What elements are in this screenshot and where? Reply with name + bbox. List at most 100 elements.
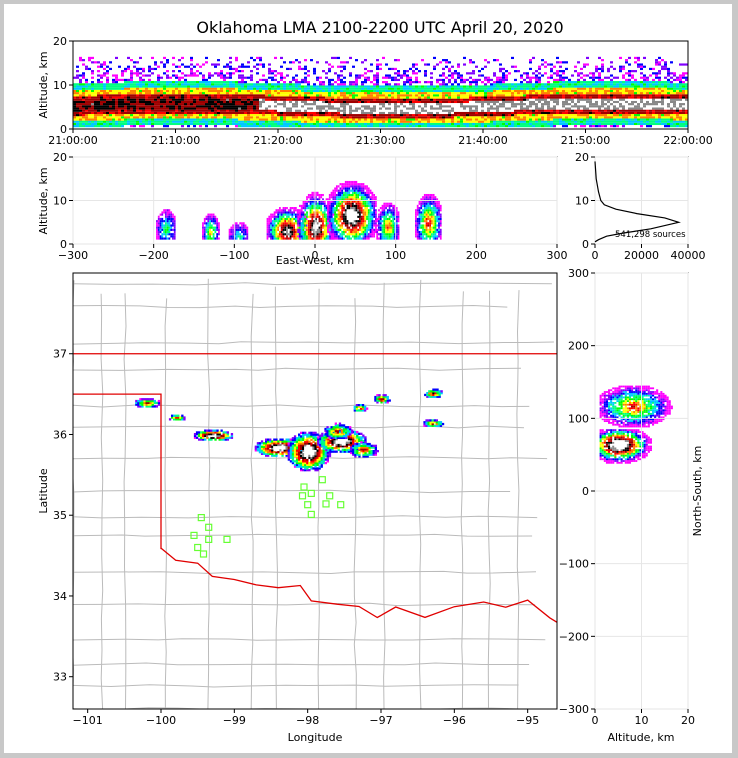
- density-cell: [628, 89, 631, 93]
- density-cell: [649, 116, 652, 119]
- density-cell: [340, 111, 343, 115]
- density-cell: [541, 89, 544, 93]
- density-cell: [661, 105, 664, 108]
- density-cell: [247, 109, 250, 112]
- density-cell: [547, 89, 550, 93]
- density-cell: [226, 63, 229, 66]
- density-cell: [156, 235, 158, 238]
- density-cell: [469, 114, 472, 117]
- density-cell: [466, 125, 469, 128]
- density-cell: [379, 67, 382, 71]
- density-cell: [301, 114, 304, 117]
- density-cell: [622, 96, 625, 99]
- density-cell: [442, 120, 445, 123]
- density-cell: [199, 92, 202, 95]
- density-cell: [529, 98, 532, 101]
- density-cell: [412, 89, 415, 93]
- x-tick-label: 21:40:00: [458, 134, 507, 147]
- density-cell: [406, 87, 409, 90]
- density-cell: [646, 107, 649, 110]
- density-cell: [169, 107, 172, 110]
- density-cell: [148, 94, 151, 97]
- density-cell: [253, 65, 256, 68]
- density-cell: [337, 85, 340, 88]
- density-cell: [505, 111, 508, 115]
- density-cell: [148, 118, 151, 121]
- density-cell: [145, 109, 148, 112]
- density-cell: [517, 107, 520, 110]
- density-cell: [346, 103, 349, 106]
- density-cell: [628, 103, 631, 106]
- density-cell: [601, 67, 604, 71]
- density-cell: [679, 87, 682, 90]
- density-cell: [535, 76, 538, 79]
- density-cell: [85, 118, 88, 121]
- density-cell: [178, 103, 181, 106]
- density-cell: [535, 89, 538, 93]
- density-cell: [652, 100, 655, 104]
- density-cell: [169, 87, 172, 90]
- density-cell: [325, 85, 328, 88]
- density-cell: [112, 92, 115, 95]
- density-cell: [628, 92, 631, 95]
- density-cell: [253, 114, 256, 117]
- density-cell: [604, 107, 607, 110]
- density-cell: [352, 111, 355, 115]
- density-cell: [466, 92, 469, 95]
- density-cell: [97, 74, 100, 77]
- density-cell: [298, 81, 301, 84]
- density-cell: [313, 118, 316, 121]
- density-cell: [181, 63, 184, 66]
- density-cell: [355, 105, 358, 108]
- density-cell: [319, 100, 322, 104]
- density-cell: [352, 98, 355, 101]
- density-cell: [340, 65, 343, 68]
- density-cell: [586, 87, 589, 90]
- density-cell: [376, 94, 379, 97]
- density-cell: [403, 120, 406, 123]
- density-cell: [217, 89, 220, 93]
- density-cell: [304, 76, 307, 79]
- density-cell: [161, 222, 164, 225]
- density-cell: [376, 65, 379, 68]
- density-cell: [223, 105, 226, 108]
- density-cell: [613, 116, 616, 119]
- density-cell: [166, 61, 169, 64]
- density-cell: [112, 109, 115, 112]
- density-cell: [460, 125, 463, 128]
- density-cell: [145, 118, 148, 121]
- density-cell: [322, 122, 325, 126]
- density-cell: [487, 105, 490, 108]
- density-cell: [490, 85, 493, 88]
- density-cell: [361, 109, 364, 112]
- density-cell: [175, 103, 178, 106]
- density-cell: [241, 85, 244, 88]
- density-cell: [355, 59, 358, 62]
- density-cell: [166, 76, 169, 79]
- density-cell: [478, 118, 481, 121]
- density-cell: [622, 74, 625, 77]
- density-cell: [646, 114, 649, 117]
- density-cell: [277, 72, 280, 75]
- density-cell: [301, 96, 304, 99]
- density-cell: [316, 114, 319, 117]
- density-cell: [634, 56, 637, 60]
- density-cell: [481, 116, 484, 119]
- density-cell: [505, 89, 508, 93]
- density-cell: [556, 89, 559, 93]
- density-cell: [298, 116, 301, 119]
- density-cell: [199, 100, 202, 104]
- density-cell: [559, 74, 562, 77]
- density-cell: [592, 89, 595, 93]
- density-cell: [159, 230, 162, 234]
- density-cell: [274, 83, 277, 86]
- density-cell: [427, 103, 430, 106]
- density-cell: [616, 116, 619, 119]
- density-cell: [538, 116, 541, 119]
- density-cell: [136, 72, 139, 75]
- density-cell: [412, 92, 415, 95]
- density-cell: [199, 118, 202, 121]
- density-cell: [460, 118, 463, 121]
- density-cell: [529, 67, 532, 71]
- density-cell: [424, 87, 427, 90]
